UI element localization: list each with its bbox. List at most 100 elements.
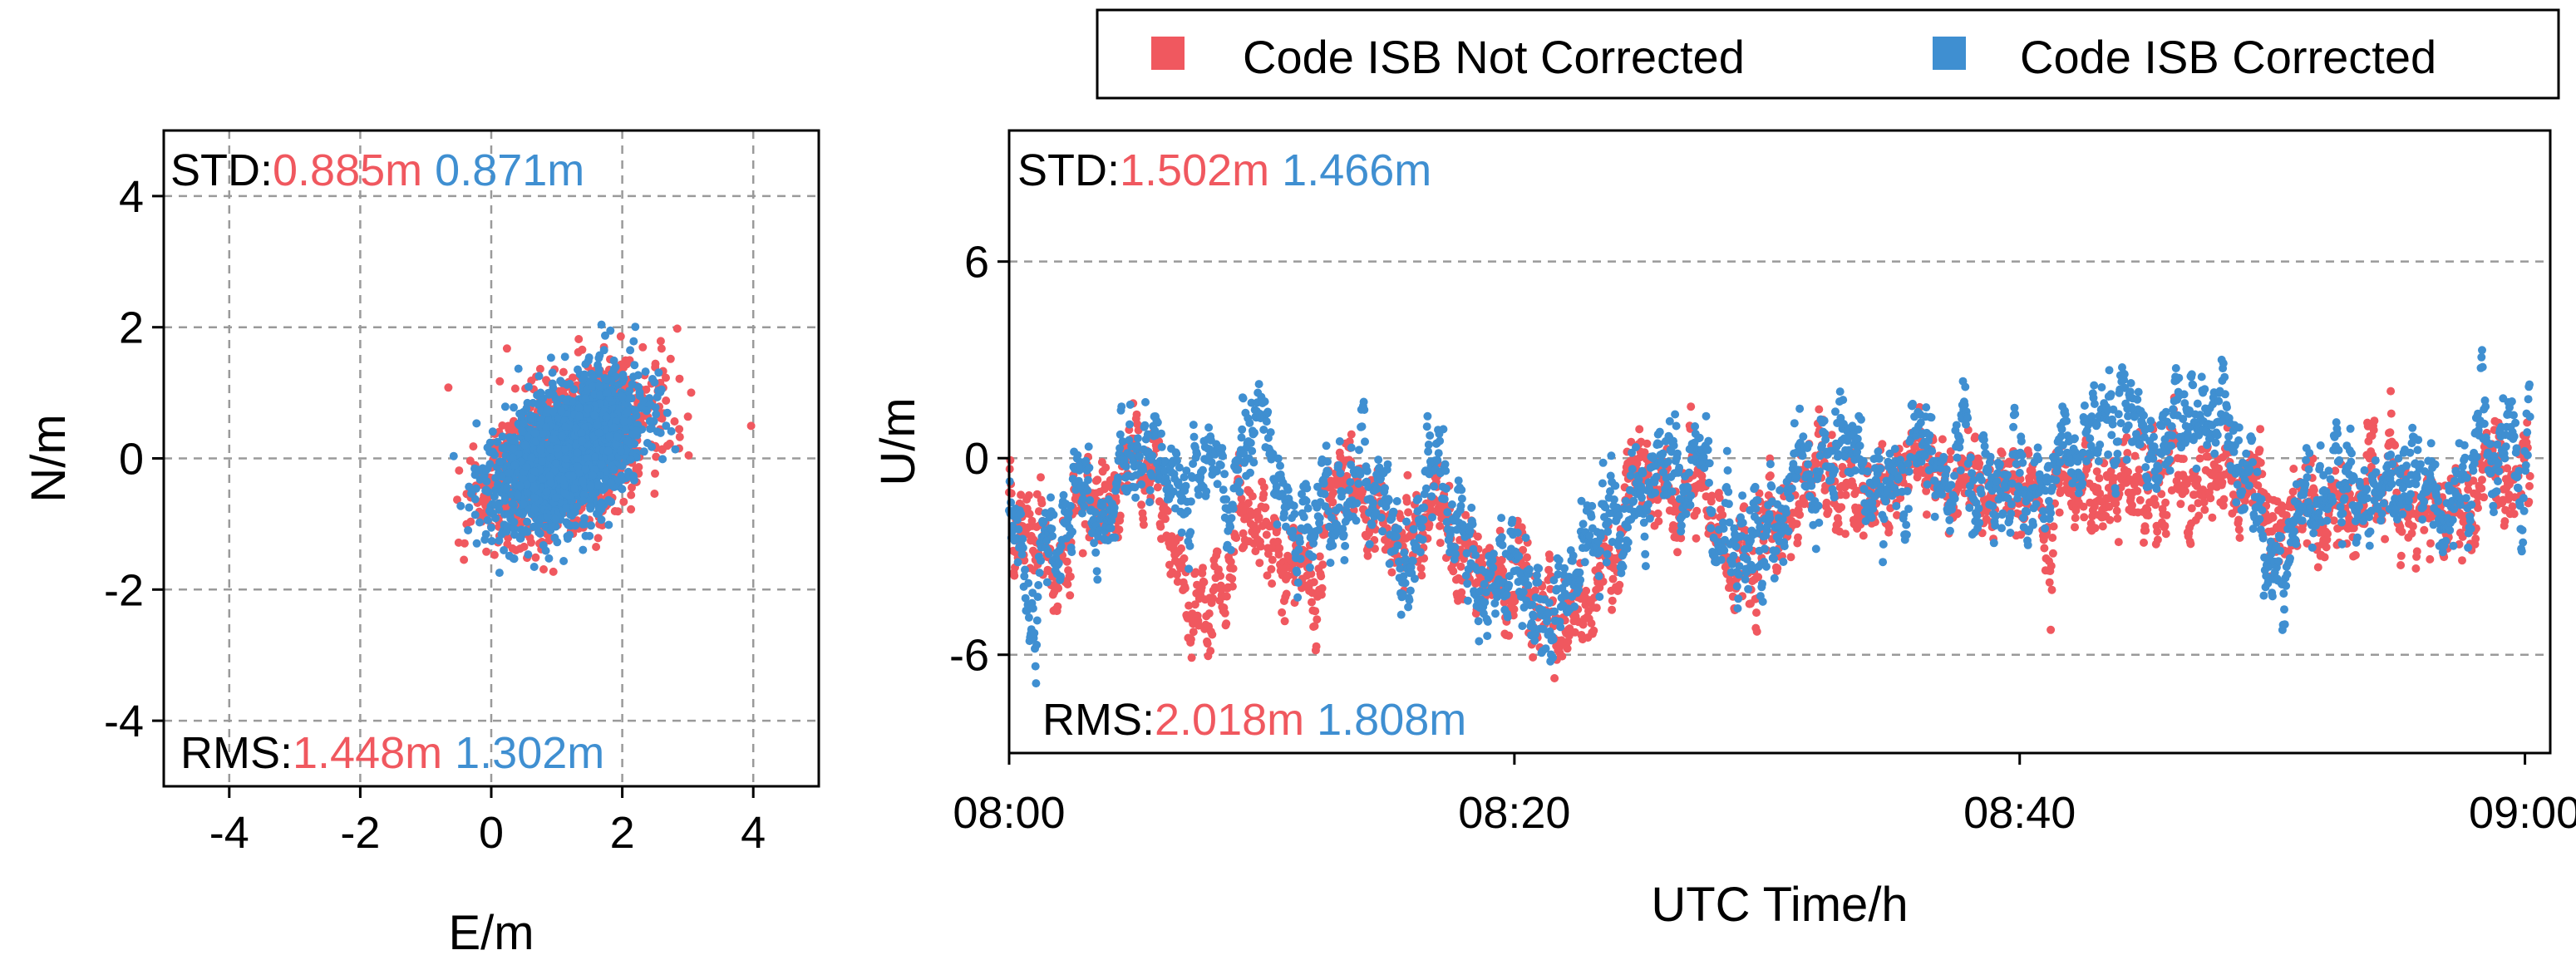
en-point: [639, 447, 648, 456]
up-point: [1608, 605, 1617, 614]
legend-label-corrected: Code ISB Corrected: [2020, 31, 2436, 83]
en-point: [587, 521, 595, 530]
en-point: [658, 446, 667, 455]
up-point: [1523, 553, 1531, 562]
up-point: [1436, 521, 1445, 530]
en-point: [579, 545, 588, 554]
en-point: [633, 426, 641, 435]
up-point: [1884, 523, 1894, 532]
en-rms-corrected: 1.302m: [455, 728, 604, 778]
en-point: [591, 452, 599, 461]
en-point: [525, 382, 533, 391]
up-point: [1267, 564, 1276, 574]
up-point: [1313, 615, 1322, 624]
en-point: [546, 353, 555, 362]
en-point: [508, 499, 517, 508]
en-y-tick-label: -2: [104, 565, 144, 615]
en-point: [491, 514, 500, 523]
up-point: [1312, 642, 1321, 651]
up-point: [1307, 569, 1316, 579]
en-point: [519, 528, 528, 537]
en-point: [557, 406, 566, 416]
en-point: [623, 436, 633, 446]
en-point: [670, 417, 679, 426]
en-point: [519, 474, 528, 483]
up-point: [1137, 500, 1146, 510]
en-point: [648, 375, 657, 383]
en-point: [579, 476, 587, 485]
up-point: [1274, 550, 1283, 559]
up-point: [1582, 586, 1591, 595]
en-point: [646, 416, 654, 426]
en-point: [534, 399, 543, 408]
en-y-tick-label: 2: [119, 303, 144, 353]
en-point: [619, 497, 628, 506]
en-point: [609, 423, 618, 432]
en-point: [481, 465, 490, 475]
en-grid: [164, 130, 819, 786]
en-point: [510, 384, 520, 393]
en-point: [609, 365, 618, 374]
en-point: [490, 550, 499, 559]
en-point: [465, 482, 474, 491]
up-point: [1237, 494, 1246, 503]
up-point: [1329, 488, 1337, 497]
en-point: [597, 498, 606, 507]
up-point: [1402, 497, 1411, 506]
en-point: [470, 510, 480, 519]
en-point: [675, 374, 684, 383]
en-point: [488, 427, 497, 436]
en-point: [553, 400, 562, 409]
en-point: [618, 391, 627, 401]
up-point: [1608, 596, 1617, 605]
up-point: [1687, 402, 1696, 411]
en-point: [594, 480, 603, 490]
up-point: [1244, 499, 1253, 508]
en-point: [483, 515, 492, 524]
en-point: [656, 428, 665, 437]
en-point: [570, 484, 579, 493]
en-point: [535, 364, 544, 373]
en-point: [546, 478, 555, 487]
en-point: [556, 377, 565, 386]
en-point: [483, 443, 492, 452]
up-point: [1815, 405, 1824, 414]
en-point: [629, 471, 638, 480]
up-point: [1239, 542, 1249, 551]
en-point: [597, 515, 606, 524]
en-point: [549, 406, 558, 416]
en-point: [455, 466, 464, 475]
en-point: [602, 412, 611, 421]
up-point: [1025, 510, 1034, 519]
en-point: [530, 505, 539, 514]
up-point: [1449, 567, 1458, 576]
en-point: [522, 404, 531, 413]
en-point: [578, 345, 587, 354]
up-point: [1550, 674, 1559, 682]
up-point: [1214, 565, 1223, 574]
en-point: [603, 375, 612, 384]
en-point: [529, 484, 539, 493]
up-point: [1153, 483, 1162, 492]
up-point: [1834, 519, 1843, 528]
en-point: [657, 344, 666, 353]
en-point: [500, 546, 509, 554]
up-point: [1054, 583, 1063, 593]
up-point: [1199, 578, 1209, 587]
up-point: [1589, 626, 1598, 635]
en-point: [530, 493, 539, 502]
en-point: [485, 506, 494, 515]
en-point: [626, 455, 635, 464]
en-point: [558, 431, 567, 441]
en-point: [523, 517, 532, 526]
up-point: [1654, 517, 1663, 526]
up-point: [1262, 530, 1271, 539]
en-point: [480, 535, 490, 544]
up-point: [1311, 607, 1320, 616]
legend-frame: [1096, 8, 2560, 100]
en-point: [495, 499, 504, 508]
legend-marker-corrected: [1933, 37, 1966, 70]
en-point: [551, 459, 560, 468]
